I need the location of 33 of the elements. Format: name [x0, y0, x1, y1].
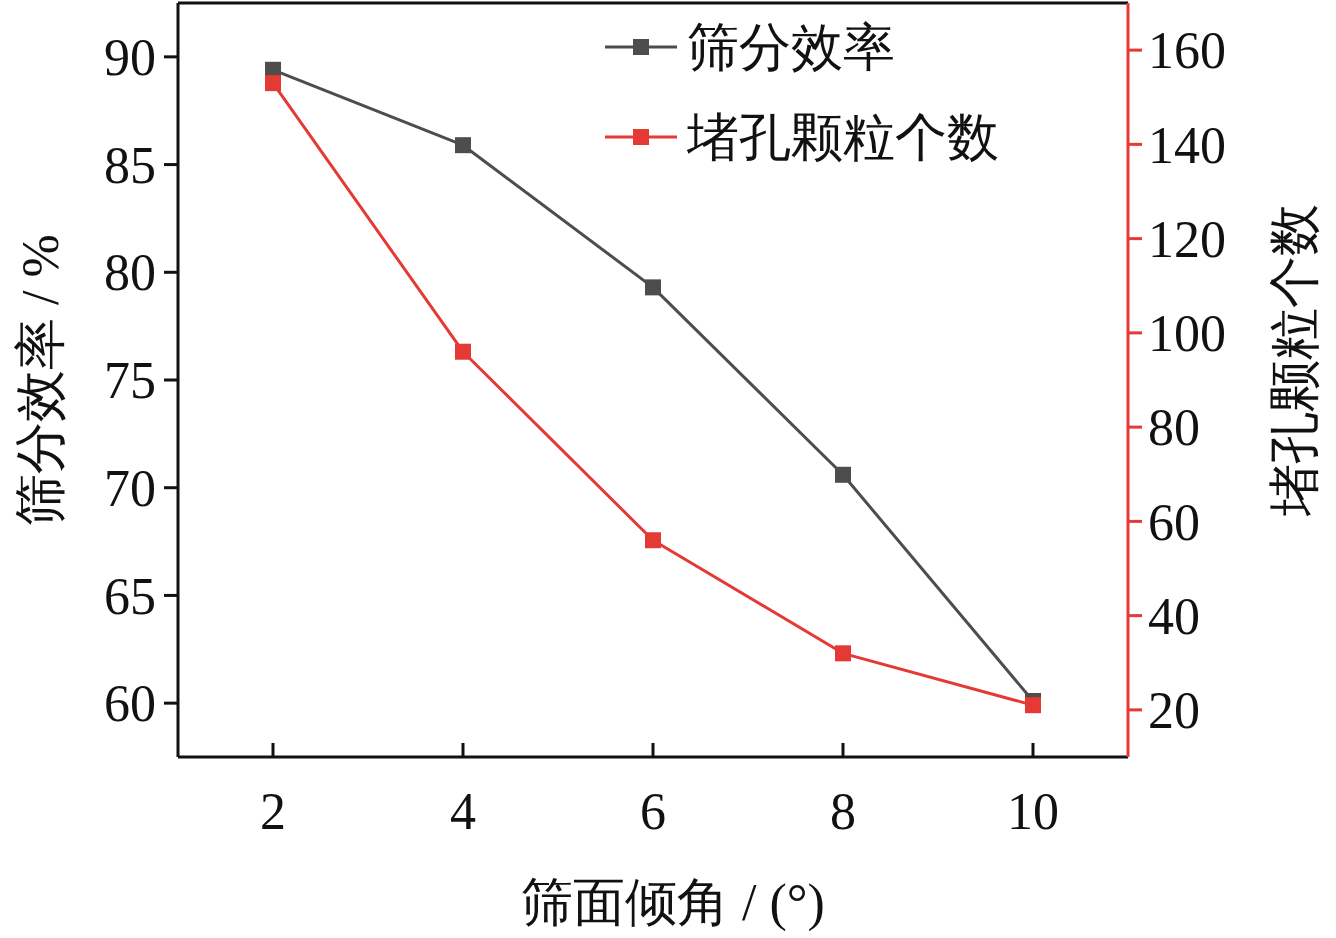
- y-tick-label: 80: [104, 244, 156, 302]
- y2-tick-label: 160: [1148, 22, 1226, 80]
- y2-tick-label: 120: [1148, 210, 1226, 268]
- x-tick-label: 6: [640, 783, 666, 840]
- y2-tick-label: 40: [1148, 587, 1200, 645]
- point: [645, 532, 661, 549]
- point: [455, 137, 471, 154]
- point: [835, 645, 851, 662]
- y2-tick-label: 140: [1148, 116, 1226, 174]
- y2-tick-label: 60: [1148, 493, 1200, 551]
- y-tick-label: 85: [104, 136, 156, 194]
- point: [455, 343, 471, 360]
- y2-tick-label: 100: [1148, 305, 1226, 363]
- y2-tick-label: 20: [1148, 682, 1200, 740]
- point: [835, 466, 851, 483]
- y2-axis-title: 堵孔颗粒个数: [1266, 204, 1323, 517]
- y-tick-label: 65: [104, 567, 156, 625]
- y2-tick-label: 80: [1148, 399, 1200, 457]
- y-tick-label: 75: [104, 352, 156, 410]
- point: [645, 279, 661, 296]
- y-axis-title: 筛分效率 / %: [12, 234, 69, 526]
- y-tick-label: 70: [104, 459, 156, 517]
- y-tick-label: 90: [104, 29, 156, 87]
- x-tick-label: 2: [260, 783, 286, 840]
- x-tick-label: 8: [830, 783, 856, 840]
- legend-label: 筛分效率: [687, 19, 895, 77]
- point: [1025, 697, 1041, 714]
- x-tick-label: 10: [1007, 783, 1059, 840]
- point: [265, 75, 281, 92]
- y-tick-label: 60: [104, 675, 156, 733]
- x-axis-title: 筛面倾角 / (°): [521, 874, 825, 932]
- legend-label: 堵孔颗粒个数: [686, 109, 999, 167]
- x-tick-label: 4: [450, 783, 476, 840]
